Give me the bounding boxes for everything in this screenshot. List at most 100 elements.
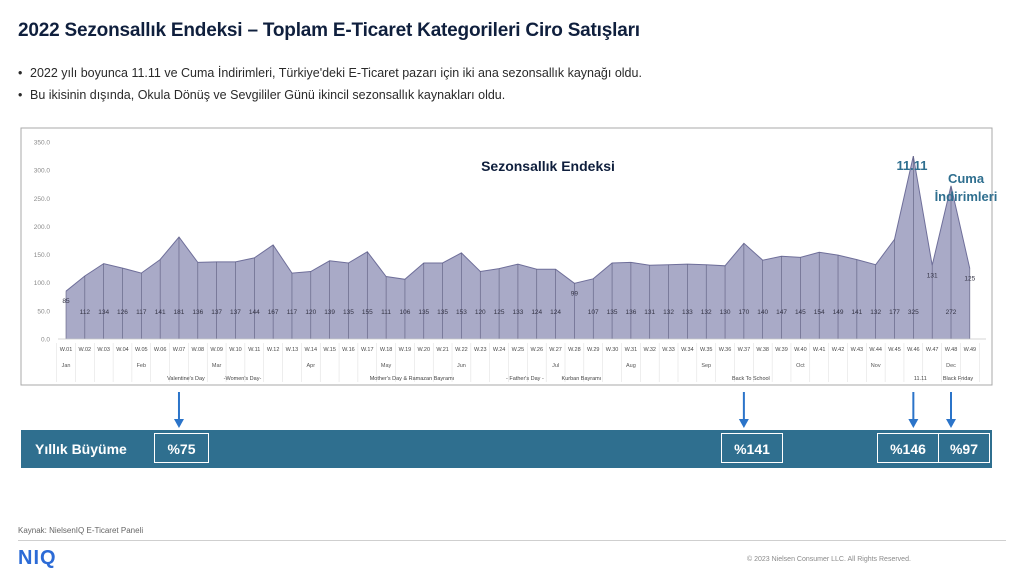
x-tick-label: W.01 [60, 347, 73, 353]
x-tick-label: W.04 [116, 347, 129, 353]
event-label: Mother's Day & Ramazan Bayramı [370, 376, 455, 382]
event-label: -Women's Day- [224, 376, 262, 382]
annual-growth-label: Yıllık Büyüme [35, 441, 127, 457]
growth-arrow-head [738, 419, 749, 428]
page-title: 2022 Sezonsallık Endeksi – Toplam E-Tica… [18, 20, 640, 41]
x-tick-label: W.05 [135, 347, 148, 353]
growth-box-valentines: %75 [154, 433, 209, 463]
data-label: 181 [174, 309, 185, 316]
x-tick-label: W.13 [286, 347, 299, 353]
x-tick-label: W.32 [643, 347, 656, 353]
data-label: 99 [571, 290, 579, 297]
x-tick-label: W.42 [832, 347, 845, 353]
x-tick-label: W.45 [888, 347, 901, 353]
data-label: 147 [776, 309, 787, 316]
x-tick-label: W.30 [606, 347, 619, 353]
bullet-item: Bu ikisinin dışında, Okula Dönüş ve Sevg… [18, 88, 642, 102]
data-label: 136 [625, 309, 636, 316]
data-label: 154 [814, 309, 825, 316]
x-tick-label: W.18 [380, 347, 393, 353]
x-tick-label: W.20 [417, 347, 430, 353]
data-label: 124 [531, 309, 542, 316]
x-tick-label: W.31 [625, 347, 638, 353]
x-tick-label: W.08 [192, 347, 205, 353]
data-label: 125 [494, 309, 505, 316]
copyright-text: © 2023 Nielsen Consumer LLC. All Rights … [747, 556, 911, 563]
growth-arrow-head [908, 419, 919, 428]
x-tick-label: W.17 [361, 347, 374, 353]
month-label: Sep [701, 363, 711, 369]
month-label: Jul [552, 363, 559, 369]
data-label: 132 [663, 309, 674, 316]
x-tick-label: W.19 [399, 347, 412, 353]
x-tick-label: W.22 [455, 347, 468, 353]
data-label: 130 [720, 309, 731, 316]
month-label: Aug [626, 363, 636, 369]
month-label: Nov [871, 363, 881, 369]
data-label: 133 [682, 309, 693, 316]
month-label: Jan [62, 363, 71, 369]
data-label: 140 [757, 309, 768, 316]
event-label: - Father's Day - [506, 376, 544, 382]
data-label: 132 [701, 309, 712, 316]
x-tick-label: W.43 [851, 347, 864, 353]
x-tick-label: W.29 [587, 347, 600, 353]
x-tick-label: W.34 [681, 347, 694, 353]
x-tick-label: W.41 [813, 347, 826, 353]
x-tick-label: W.24 [493, 347, 506, 353]
event-label: Black Friday [943, 376, 974, 382]
footer-divider [18, 540, 1006, 541]
growth-arrow-head [173, 419, 184, 428]
data-label: 132 [870, 309, 881, 316]
data-label: 135 [343, 309, 354, 316]
x-tick-label: W.48 [945, 347, 958, 353]
data-label: 125 [964, 276, 975, 283]
data-label: 126 [117, 309, 128, 316]
data-label: 135 [607, 309, 618, 316]
data-label: 124 [550, 309, 561, 316]
data-label: 135 [437, 309, 448, 316]
x-tick-label: W.21 [436, 347, 449, 353]
data-label: 117 [136, 309, 147, 316]
data-label: 117 [287, 309, 298, 316]
niq-logo: NIQ [18, 547, 57, 569]
x-tick-label: W.46 [907, 347, 920, 353]
data-label: 325 [908, 309, 919, 316]
bullet-item: 2022 yılı boyunca 11.11 ve Cuma İndiriml… [18, 66, 642, 80]
x-tick-label: W.38 [756, 347, 769, 353]
annual-growth-band: Yıllık Büyüme %75 %141 %146 %97 [21, 430, 992, 468]
data-label: 145 [795, 309, 806, 316]
x-tick-label: W.14 [305, 347, 318, 353]
peak-label-11-11: 11.11 [896, 158, 927, 173]
x-tick-label: W.25 [512, 347, 525, 353]
data-label: 133 [512, 309, 523, 316]
x-tick-label: W.26 [530, 347, 543, 353]
growth-box-black-friday: %97 [938, 433, 990, 463]
month-label: May [381, 363, 392, 369]
chart-title: Sezonsallık Endeksi [481, 158, 615, 174]
data-label: 170 [738, 309, 749, 316]
data-label: 134 [98, 309, 109, 316]
x-tick-label: W.39 [775, 347, 788, 353]
data-label: 149 [833, 309, 844, 316]
data-label: 137 [211, 309, 222, 316]
source-note: Kaynak: NielsenIQ E-Ticaret Paneli [18, 526, 144, 535]
data-label: 135 [418, 309, 429, 316]
x-tick-label: W.27 [549, 347, 562, 353]
data-label: 111 [381, 309, 391, 316]
y-tick-label: 0.0 [41, 337, 50, 344]
x-tick-label: W.33 [662, 347, 675, 353]
y-tick-label: 250.0 [34, 196, 51, 203]
event-label: 11.11 [914, 376, 927, 382]
data-label: 139 [324, 309, 335, 316]
x-tick-label: W.15 [323, 347, 336, 353]
data-label: 167 [268, 309, 279, 316]
x-tick-label: W.44 [869, 347, 882, 353]
x-tick-label: W.36 [719, 347, 732, 353]
x-tick-label: W.35 [700, 347, 713, 353]
data-label: 136 [192, 309, 203, 316]
x-tick-label: W.28 [568, 347, 581, 353]
growth-box-11-11: %146 [877, 433, 939, 463]
x-tick-label: W.09 [210, 347, 223, 353]
x-tick-label: W.23 [474, 347, 487, 353]
